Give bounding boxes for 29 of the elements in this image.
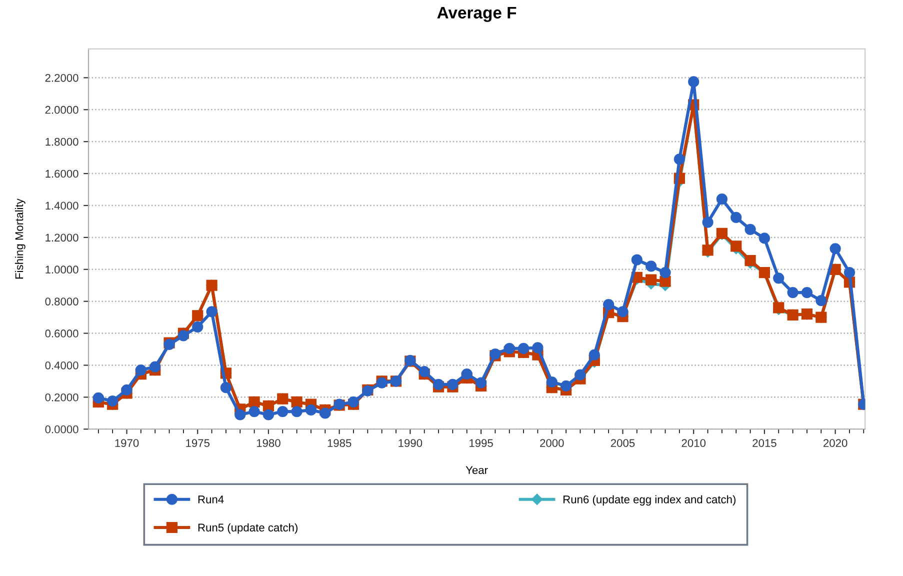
x-tick-label: 1975 [186,439,210,448]
y-tick-label: 1.2000 [46,234,78,242]
x-tick-label: 1990 [398,439,422,448]
x-tick-label: 2015 [752,439,776,448]
y-tick-label: 0.0000 [45,425,78,434]
chart-title: Average F [437,6,516,22]
y-tick-label: 1.6000 [46,170,78,178]
x-tick-label: 1985 [328,439,352,448]
y-tick-label: 2.2000 [45,74,78,82]
y-tick-label: 1.8000 [46,138,78,146]
x-tick-label: 2005 [610,439,635,448]
y-tick-label: 1.0000 [46,266,78,274]
legend-label: Run5 (update catch) [198,523,298,534]
y-tick-label: 0.4000 [45,361,78,370]
x-tick-label: 2010 [682,439,706,448]
y-tick-label: 2.0000 [45,106,78,114]
y-tick-label: 0.2000 [45,393,78,402]
x-tick-label: 1980 [256,439,280,448]
y-axis-title: Fishing Mortality [14,198,26,279]
y-tick-label: 0.6000 [45,330,78,338]
x-tick-label: 1970 [115,439,139,448]
legend-label: Run4 [198,496,224,504]
y-tick-label: 1.4000 [46,202,78,210]
legend-label: Run6 (update egg index and catch) [564,495,736,506]
x-axis-title: Year [466,466,488,474]
y-tick-label: 0.8000 [45,298,78,306]
x-tick-label: 2020 [824,439,848,448]
x-tick-label: 1995 [470,439,493,448]
x-tick-label: 2000 [540,439,564,448]
